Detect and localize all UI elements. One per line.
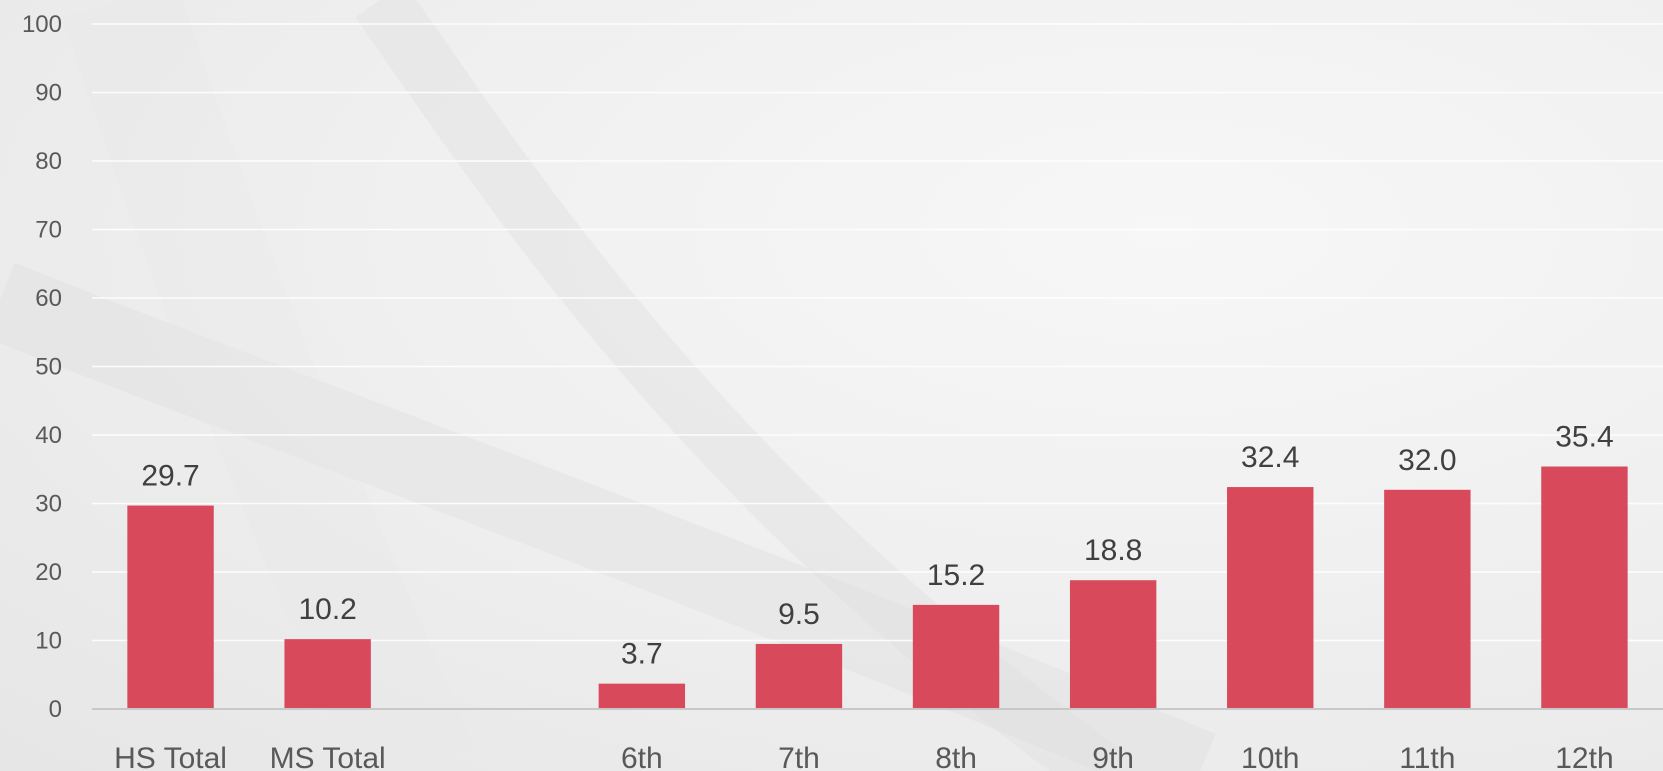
y-tick-label: 10 <box>35 628 62 655</box>
data-label: 32.0 <box>1398 444 1456 477</box>
y-tick-label: 40 <box>35 422 62 449</box>
bar <box>284 639 371 709</box>
data-labels: 29.7 10.2 3.7 9.5 15.2 18.8 32.4 32.0 35.4 <box>141 421 1613 671</box>
y-tick-label: 30 <box>35 491 62 518</box>
data-label: 35.4 <box>1555 421 1613 454</box>
bar <box>1541 466 1628 709</box>
x-axis-labels: HS Total MS Total 6th 7th 8th 9th 10th 11th 12th <box>114 742 1614 771</box>
y-tick-label: 100 <box>22 11 62 38</box>
y-tick-label: 90 <box>35 80 62 107</box>
data-label: 29.7 <box>141 460 199 493</box>
data-label: 9.5 <box>778 598 820 631</box>
bar <box>127 505 214 709</box>
x-tick-label: 9th <box>1092 742 1134 771</box>
x-tick-label: 7th <box>778 742 820 771</box>
x-tick-label: HS Total <box>114 742 227 771</box>
data-label: 15.2 <box>927 559 985 592</box>
bar <box>1069 580 1157 709</box>
x-tick-label: 12th <box>1555 742 1613 771</box>
y-tick-label: 80 <box>35 148 62 175</box>
bar <box>912 604 1000 709</box>
x-tick-label: 11th <box>1399 742 1455 771</box>
y-axis-ticks: 0 10 20 30 40 50 60 70 80 90 100 <box>22 11 62 723</box>
y-tick-label: 60 <box>35 285 62 312</box>
data-label: 18.8 <box>1084 534 1142 567</box>
gridlines <box>92 23 1663 642</box>
y-tick-label: 70 <box>35 217 62 244</box>
x-tick-label: 10th <box>1241 742 1299 771</box>
x-tick-label: 8th <box>935 742 977 771</box>
bar <box>598 683 686 709</box>
x-tick-label: 6th <box>621 742 663 771</box>
data-label: 3.7 <box>621 638 663 671</box>
bar <box>755 643 843 709</box>
y-tick-label: 50 <box>35 354 62 381</box>
y-tick-label: 0 <box>49 696 62 723</box>
bars <box>127 466 1628 709</box>
x-tick-label: MS Total <box>270 742 386 771</box>
bar <box>1227 487 1314 709</box>
data-label: 32.4 <box>1241 441 1299 474</box>
y-tick-label: 20 <box>35 559 62 586</box>
data-label: 10.2 <box>298 593 356 626</box>
bar <box>1384 489 1471 709</box>
